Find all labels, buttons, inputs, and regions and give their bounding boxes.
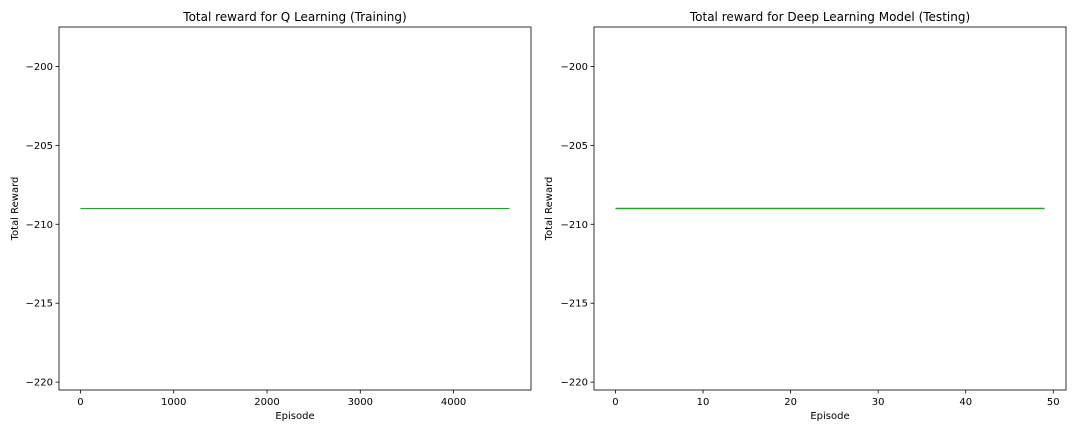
x-tick-label: 2000 bbox=[254, 397, 279, 408]
x-tick-label: 0 bbox=[77, 397, 83, 408]
chart-title: Total reward for Q Learning (Training) bbox=[182, 10, 406, 24]
y-tick-label: −205 bbox=[26, 141, 53, 152]
y-tick-label: −210 bbox=[26, 220, 53, 231]
x-tick-label: 50 bbox=[1047, 397, 1060, 408]
x-axis-label: Episode bbox=[275, 411, 314, 422]
y-tick-label: −210 bbox=[561, 220, 588, 231]
chart-title: Total reward for Deep Learning Model (Te… bbox=[689, 10, 970, 24]
y-ticks: −200 −205 −210 −215 −220 bbox=[26, 62, 59, 389]
x-tick-label: 1000 bbox=[161, 397, 186, 408]
x-tick-label: 4000 bbox=[441, 397, 466, 408]
y-tick-label: −220 bbox=[561, 378, 588, 389]
x-tick-label: 10 bbox=[697, 397, 710, 408]
y-tick-label: −200 bbox=[26, 62, 53, 73]
chart-q-learning-training: Total reward for Q Learning (Training) 0… bbox=[10, 10, 532, 422]
axes-frame bbox=[58, 26, 532, 391]
x-ticks: 0 1000 2000 3000 4000 bbox=[77, 390, 466, 408]
x-tick-label: 0 bbox=[612, 397, 618, 408]
y-ticks: −200 −205 −210 −215 −220 bbox=[561, 62, 594, 389]
x-ticks: 0 10 20 30 40 50 bbox=[612, 390, 1060, 408]
y-axis-label: Total Reward bbox=[544, 177, 555, 242]
y-tick-label: −205 bbox=[561, 141, 588, 152]
x-tick-label: 20 bbox=[784, 397, 797, 408]
x-tick-label: 30 bbox=[872, 397, 885, 408]
y-axis-label: Total Reward bbox=[10, 177, 21, 242]
y-tick-label: −220 bbox=[26, 378, 53, 389]
x-tick-label: 3000 bbox=[348, 397, 373, 408]
y-tick-label: −200 bbox=[561, 62, 588, 73]
y-tick-label: −215 bbox=[26, 299, 53, 310]
chart-deep-learning-testing: Total reward for Deep Learning Model (Te… bbox=[544, 10, 1067, 422]
y-tick-label: −215 bbox=[561, 299, 588, 310]
x-tick-label: 40 bbox=[959, 397, 972, 408]
x-axis-label: Episode bbox=[810, 411, 849, 422]
axes-frame bbox=[593, 26, 1067, 391]
